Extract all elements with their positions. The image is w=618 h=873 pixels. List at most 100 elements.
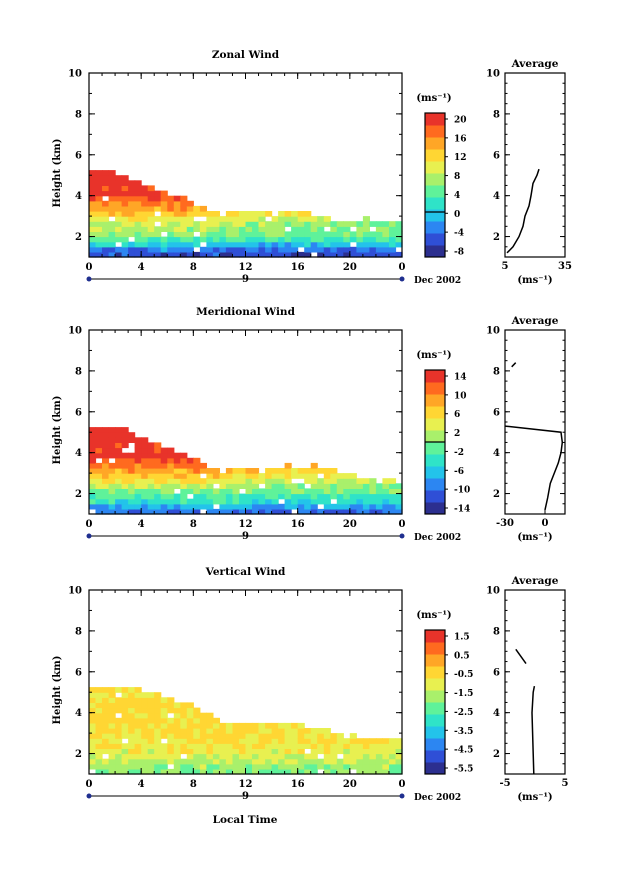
- heatmap-cell: [252, 758, 260, 765]
- heatmap-cell: [225, 728, 233, 734]
- heatmap-cell: [310, 763, 318, 770]
- heatmap-cell: [154, 442, 162, 449]
- heatmap-cell: [193, 462, 201, 469]
- heatmap-cell: [212, 753, 220, 760]
- heatmap-cell: [89, 763, 97, 770]
- heatmap-cell: [147, 692, 155, 698]
- heatmap-cell: [336, 226, 344, 232]
- heatmap-cell: [265, 211, 273, 217]
- heatmap-cell: [297, 216, 305, 222]
- heatmap-cell: [239, 743, 247, 749]
- heatmap-cell: [369, 236, 377, 243]
- heatmap-cell: [160, 462, 168, 469]
- heatmap-cell: [186, 231, 194, 238]
- heatmap-cell: [160, 452, 168, 459]
- heatmap-cell: [239, 508, 247, 515]
- heatmap-cell: [199, 733, 207, 739]
- heatmap-cell: [141, 200, 149, 207]
- heatmap-cell: [278, 468, 286, 474]
- heatmap-cell: [147, 221, 155, 227]
- heatmap-cell: [369, 241, 377, 248]
- heatmap-cell: [206, 768, 214, 775]
- colorbar-tick-label: -2: [454, 448, 464, 458]
- heatmap-cell: [160, 743, 168, 749]
- heatmap-cell: [245, 246, 253, 253]
- heatmap-cell: [310, 231, 318, 238]
- colorbar-tick-label: 10: [454, 391, 467, 401]
- heatmap-cell: [199, 717, 207, 724]
- heatmap-cell: [389, 246, 397, 253]
- heatmap-cell: [141, 768, 149, 775]
- heatmap-cell: [102, 185, 110, 192]
- heatmap-cell: [141, 437, 149, 443]
- heatmap-cell: [317, 733, 325, 739]
- heatmap-cell: [199, 712, 207, 719]
- heatmap-cell: [278, 753, 286, 760]
- heatmap-cell: [160, 702, 168, 709]
- heatmap-cell: [154, 728, 162, 734]
- heatmap-cell: [304, 251, 312, 258]
- heatmap-cell: [317, 226, 325, 232]
- heatmap-cell: [193, 707, 201, 714]
- heatmap-cell: [252, 493, 260, 500]
- heatmap-cell: [336, 473, 344, 479]
- heatmap-cell: [108, 478, 116, 484]
- heatmap-cell: [349, 748, 357, 755]
- heatmap-cell: [252, 722, 260, 729]
- heatmap-cell: [193, 733, 201, 739]
- average-profile-upper: [511, 362, 517, 368]
- heatmap-cell: [128, 468, 136, 474]
- heatmap-cell: [395, 251, 403, 258]
- average-frame: [504, 589, 566, 775]
- colorbar-swatch: [425, 221, 445, 234]
- heatmap-cell: [330, 763, 338, 770]
- heatmap-cell: [310, 226, 318, 232]
- heatmap-cell: [95, 180, 103, 186]
- colorbar-tick-label: -5.5: [454, 765, 473, 775]
- heatmap-cell: [245, 728, 253, 734]
- heatmap-cell: [108, 758, 116, 765]
- heatmap-cell: [128, 503, 136, 510]
- heatmap-cell: [317, 216, 325, 222]
- heatmap-cell: [356, 753, 364, 760]
- heatmap-cell: [330, 743, 338, 749]
- heatmap-cell: [369, 231, 377, 238]
- heatmap-cell: [180, 246, 188, 253]
- heatmap-cell: [102, 717, 110, 724]
- heatmap-cell: [252, 246, 260, 253]
- heatmap-cell: [369, 738, 377, 744]
- heatmap-cell: [304, 211, 312, 217]
- heatmap-cell: [291, 483, 299, 489]
- heatmap-cell: [154, 483, 162, 489]
- heatmap-cell: [115, 768, 123, 775]
- heatmap-cell: [232, 236, 240, 243]
- heatmap-cell: [121, 241, 129, 248]
- heatmap-cell: [180, 205, 188, 212]
- heatmap-cell: [304, 236, 312, 243]
- heatmap-cell: [180, 728, 188, 734]
- heatmap-cell: [219, 758, 227, 765]
- heatmap-cell: [160, 712, 168, 719]
- heatmap-cell: [258, 473, 266, 479]
- heatmap-cell: [95, 733, 103, 739]
- heatmap-cell: [245, 733, 253, 739]
- heatmap-cell: [128, 246, 136, 253]
- heatmap-cell: [232, 211, 240, 217]
- heatmap-cell: [323, 241, 331, 248]
- heatmap-cell: [336, 241, 344, 248]
- heatmap-cell: [180, 707, 188, 714]
- heatmap-cell: [193, 758, 201, 765]
- heatmap-cell: [284, 478, 292, 484]
- heatmap-cell: [225, 743, 233, 749]
- heatmap-cell: [193, 236, 201, 243]
- heatmap-cell: [95, 743, 103, 749]
- heatmap-cell: [297, 728, 305, 734]
- heatmap-cell: [323, 488, 331, 495]
- heatmap-cell: [95, 185, 103, 192]
- heatmap-cell: [252, 483, 260, 489]
- heatmap-cell: [193, 205, 201, 212]
- heatmap-cell: [115, 717, 123, 724]
- x-tick-label: 12: [239, 519, 253, 530]
- heatmap-cell: [382, 231, 390, 238]
- heatmap-cell: [128, 687, 136, 693]
